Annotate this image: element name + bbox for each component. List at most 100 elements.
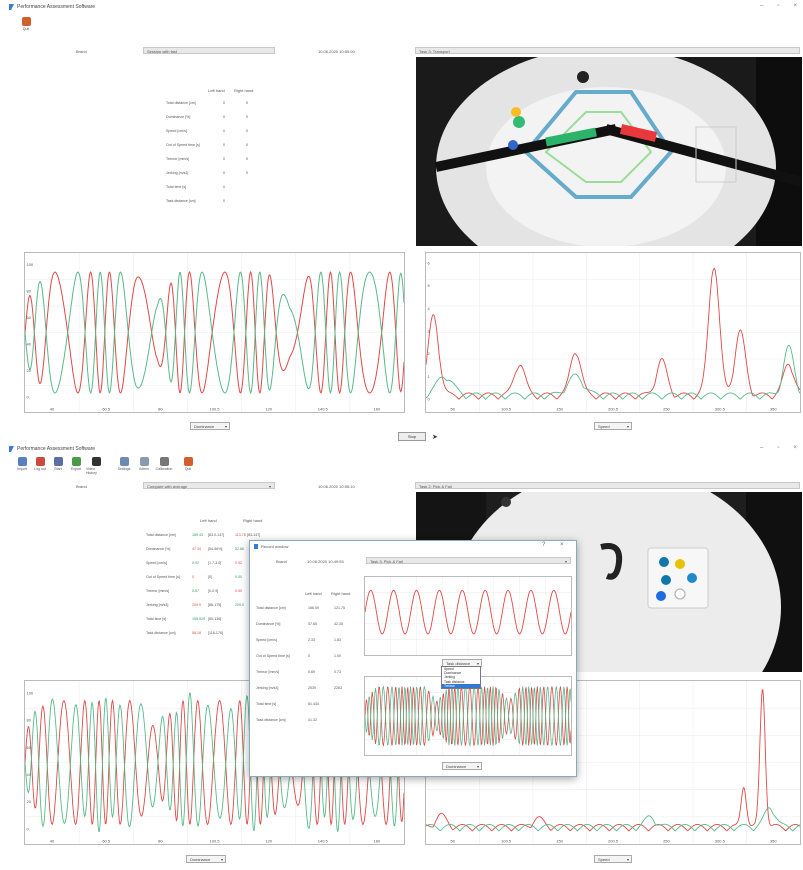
metric-right-value: 0.50 xyxy=(235,589,242,593)
quit-button[interactable]: Quit xyxy=(178,457,198,471)
y-tick-label: 3 xyxy=(427,329,430,334)
metric-left-value: 155.929 xyxy=(192,617,205,621)
metric-left-value: 41.32 xyxy=(308,718,317,722)
maximize-icon[interactable]: ▫ xyxy=(777,445,780,451)
window-controls: – ▫ × xyxy=(760,445,797,451)
dialog-graph-top[interactable] xyxy=(364,576,572,656)
export-button[interactable]: Export xyxy=(66,457,86,471)
metric-name: Total distance [cm] xyxy=(256,606,286,610)
metric-name: Speed [cm/s] xyxy=(166,129,187,133)
toolbar-label: Admin xyxy=(139,467,149,471)
quit-icon xyxy=(21,17,31,26)
video-button[interactable]: Video History xyxy=(86,457,106,475)
speed-graph[interactable]: 50 100.5 150 200.5 250 300.5 350 6 5 4 3 2 1 0 xyxy=(425,252,801,413)
left-graph-select[interactable]: Dominance ▾ xyxy=(186,855,226,863)
right-hand-header: Right hand xyxy=(331,591,351,596)
x-tick-label: 80 xyxy=(158,839,163,844)
metric-name: Task distance [cm] xyxy=(146,631,176,635)
right-graph-select[interactable]: Speed ▾ xyxy=(594,855,632,863)
x-tick-label: 120 xyxy=(265,839,272,844)
toolbar-label: Import xyxy=(17,467,27,471)
dominance-graph[interactable]: 40 60.5 80 100.5 120 140.5 160 100 80 60 40 20 0 xyxy=(24,252,405,413)
stop-button[interactable]: Stop xyxy=(398,432,426,441)
metric-left-value: 47.34 xyxy=(192,547,201,551)
x-tick-label: 350 xyxy=(770,839,777,844)
export-icon xyxy=(71,457,81,466)
y-tick-label: 100 xyxy=(26,262,33,267)
metric-left-value: 2.33 xyxy=(308,638,315,642)
calibration-button[interactable]: Calibration xyxy=(154,457,174,471)
toolbar-label: Export xyxy=(70,467,82,471)
logout-icon xyxy=(35,457,45,466)
metric-left-value: 81.434 xyxy=(308,702,319,706)
dialog-graph-bottom[interactable] xyxy=(364,676,572,756)
record-dialog: Record window ? × Brand 10.06.2020 10:49… xyxy=(249,540,577,777)
quit-button[interactable]: Quit xyxy=(16,17,36,31)
metric-left-value: 189.43 xyxy=(192,533,203,537)
dropdown-option[interactable]: Speed xyxy=(444,667,454,671)
app-logo-icon xyxy=(9,446,14,452)
right-hand-series xyxy=(365,685,571,747)
task-distance-plot xyxy=(365,577,571,655)
metric-left-reference: [86-175] xyxy=(208,603,222,607)
toolbar-label: Video History xyxy=(86,467,97,475)
metric-left-reference: [80-136] xyxy=(208,617,222,621)
help-icon[interactable]: ? xyxy=(542,542,546,548)
minimize-icon[interactable]: – xyxy=(760,445,764,451)
calibration-icon xyxy=(159,457,169,466)
dropdown-option[interactable]: Dominance xyxy=(444,671,462,676)
metric-left-value: 2039 xyxy=(308,686,316,690)
graph-type-dropdown[interactable]: Speed Dominance Jerking Task distance Tremor xyxy=(441,666,481,690)
task-combo[interactable]: Task 2: Pick & Fall xyxy=(415,482,800,489)
metric-name: Out of Speed time [s] xyxy=(256,654,290,658)
app-logo-icon xyxy=(254,544,258,549)
metric-name: Total time [s] xyxy=(256,702,277,706)
dialog-task-combo[interactable]: Task 3: Pick & Fall ▾ xyxy=(366,557,571,564)
dialog-title: Record window xyxy=(261,544,289,549)
compare-combo[interactable]: Compare with average ▾ xyxy=(143,482,275,489)
close-icon[interactable]: × xyxy=(793,445,797,451)
metric-name: Out of Speed time [s] xyxy=(166,143,200,147)
minimize-icon[interactable]: – xyxy=(760,3,764,9)
import-button[interactable]: Import xyxy=(12,457,32,471)
close-icon[interactable]: × xyxy=(793,3,797,9)
window-controls: – ▫ × xyxy=(760,3,797,9)
metric-left-value: 0 xyxy=(223,171,225,175)
metric-name: Dominance [%] xyxy=(256,622,281,626)
metric-name: Speed [cm/s] xyxy=(256,638,277,642)
dropdown-option[interactable]: Tremor xyxy=(442,683,480,689)
right-graph-select[interactable]: Speed ▾ xyxy=(594,422,632,430)
metric-right-value: 113.78 xyxy=(235,533,246,537)
dropdown-option[interactable]: Jerking xyxy=(444,675,455,680)
x-tick-label: 200.5 xyxy=(608,839,619,844)
metric-left-value: 0.92 xyxy=(192,561,199,565)
metric-right-value: 1.00 xyxy=(334,654,341,658)
metric-name: Task distance [cm] xyxy=(256,718,286,722)
metric-left-value: 0 xyxy=(223,115,225,119)
y-tick-label: 60 xyxy=(26,315,31,320)
session-combo[interactable]: Session with fast xyxy=(143,47,275,54)
dominance-plot xyxy=(365,677,571,755)
dialog-graph2-select[interactable]: Dominance ▾ xyxy=(442,762,482,770)
left-graph-select[interactable]: Dominance ▾ xyxy=(190,422,230,430)
metric-right-value: 121.75 xyxy=(334,606,345,610)
session-label: Brand xyxy=(76,484,87,489)
metric-right-value: 1.83 xyxy=(334,638,341,642)
logout-button[interactable]: Log out xyxy=(30,457,50,471)
metric-right-value: 0.92 xyxy=(235,561,242,565)
admin-button[interactable]: Admin xyxy=(134,457,154,471)
metric-right-value: 0.73 xyxy=(334,670,341,674)
dropdown-option[interactable]: Task distance xyxy=(444,679,465,684)
start-button[interactable]: Start xyxy=(48,457,68,471)
metric-left-value: 209.9 xyxy=(192,603,201,607)
task-distance-series xyxy=(365,589,571,635)
x-tick-label: 250 xyxy=(663,839,670,844)
admin-icon xyxy=(139,457,149,466)
maximize-icon[interactable]: ▫ xyxy=(777,3,780,9)
x-tick-label: 150 xyxy=(556,839,563,844)
settings-button[interactable]: Settings xyxy=(114,457,134,471)
task-combo[interactable]: Task 3: Transport xyxy=(415,47,800,54)
metric-left-value: 0 xyxy=(223,185,225,189)
x-tick-label: 150 xyxy=(556,407,563,412)
dialog-close-icon[interactable]: × xyxy=(560,542,564,548)
